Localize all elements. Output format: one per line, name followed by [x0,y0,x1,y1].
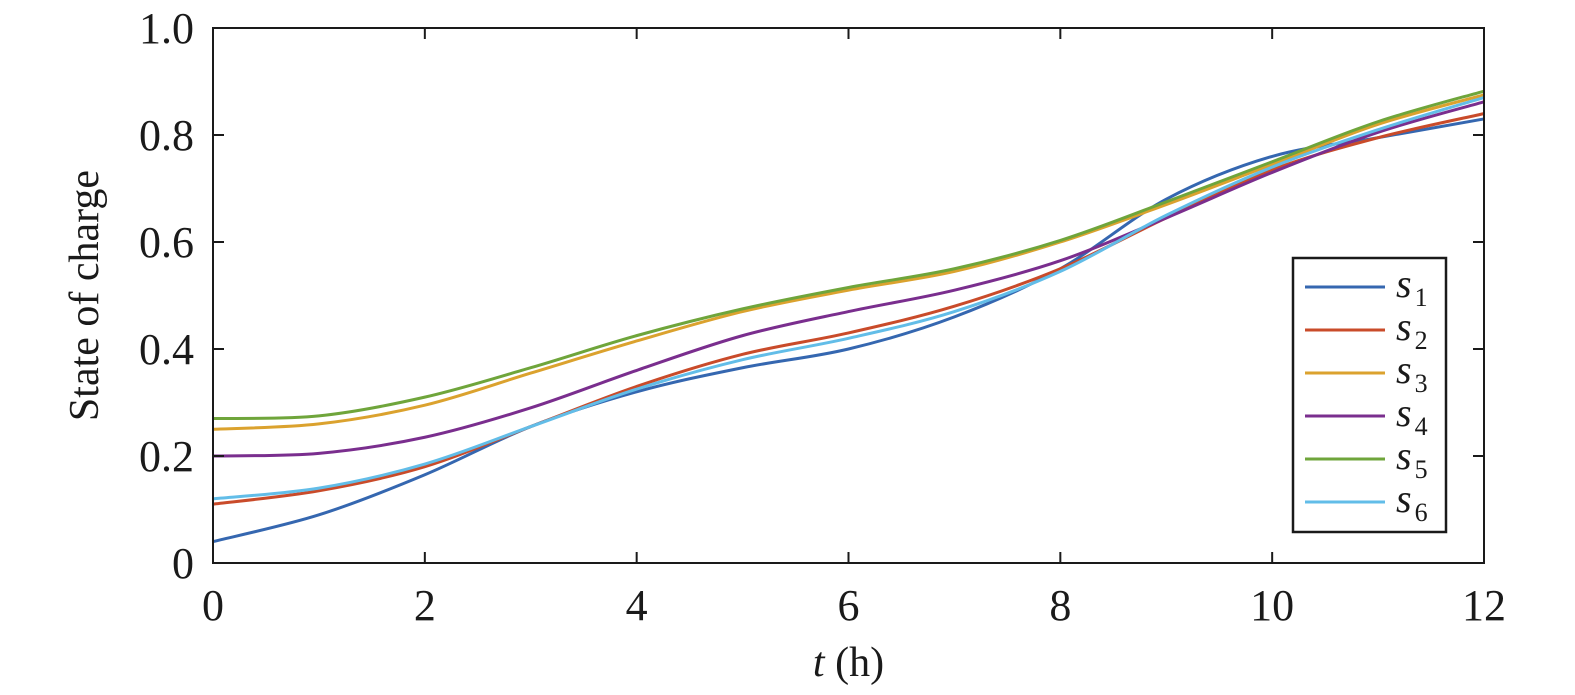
y-tick-label: 0 [172,539,194,588]
x-tick-label: 10 [1250,581,1294,630]
x-axis-title: t (h) [813,640,884,686]
x-axis-variable: t [813,640,826,686]
series-layer [212,89,1485,544]
x-tick-label: 6 [838,581,860,630]
legend-box [1291,256,1448,534]
x-tick-label: 2 [414,581,436,630]
axis-ticks [212,27,1485,564]
x-tick-label: 8 [1049,581,1071,630]
series-line-s6 [212,96,1485,501]
y-tick-label: 0.8 [139,111,194,160]
x-axis-unit: (h) [825,640,884,686]
tick-labels: 0 2 4 6 8 10 12 0 0.2 0.4 0.6 0.8 1.0 [139,4,1506,630]
x-tick-label: 12 [1462,581,1506,630]
series-line-s5 [212,89,1485,421]
x-tick-label: 4 [626,581,648,630]
series-line-s1 [212,117,1485,544]
series-line-s3 [212,93,1485,431]
y-tick-label: 0.4 [139,325,194,374]
legend: s 1s 2s 3s 4s 5s 6 [1291,256,1448,534]
y-tick-label: 0.6 [139,218,194,267]
y-tick-label: 0.2 [139,432,194,481]
series-line-s4 [212,100,1485,458]
y-axis-title: State of charge [62,170,108,421]
y-tick-label: 1.0 [139,4,194,53]
series-line-s2 [212,112,1485,506]
x-tick-label: 0 [202,581,224,630]
